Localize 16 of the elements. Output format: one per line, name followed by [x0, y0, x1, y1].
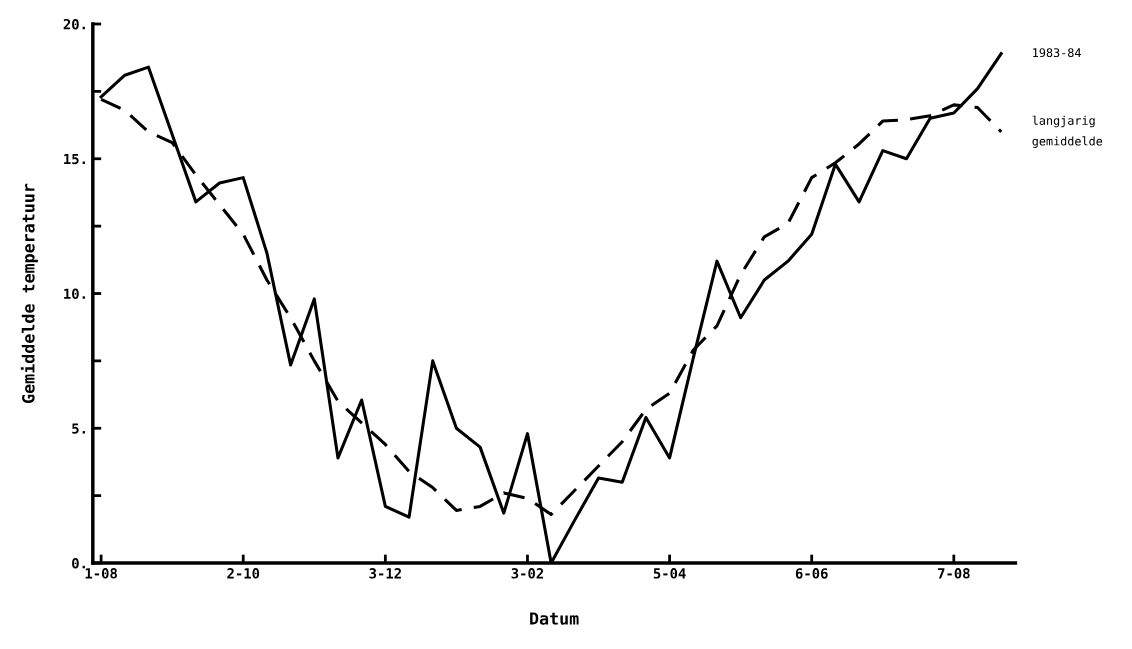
text: 1983-84 — [1033, 48, 1081, 58]
x-tick-label: 3-12 — [369, 568, 401, 579]
x-tick-label: 5-04 — [653, 568, 686, 579]
y-tick-label: 10. — [64, 288, 85, 299]
y-axis-title: Gemiddelde temperatuur — [20, 183, 38, 403]
x-tick-label: 1-08 — [85, 568, 117, 579]
x-tick-label: 7-08 — [938, 568, 970, 579]
y-tick-label: 5. — [72, 423, 85, 434]
y-tick-label: 15. — [64, 153, 85, 165]
y-tick-label: 20. — [63, 18, 85, 30]
x-axis-title: Datum — [530, 612, 579, 625]
x-tick-label: 6-06 — [795, 568, 828, 579]
x-tick-label: 2-10 — [227, 568, 260, 579]
y-tick-label: 0. — [72, 557, 85, 569]
text: langjarig gemiddelde — [1032, 115, 1103, 148]
x-tick-label: 3-02 — [511, 568, 544, 579]
